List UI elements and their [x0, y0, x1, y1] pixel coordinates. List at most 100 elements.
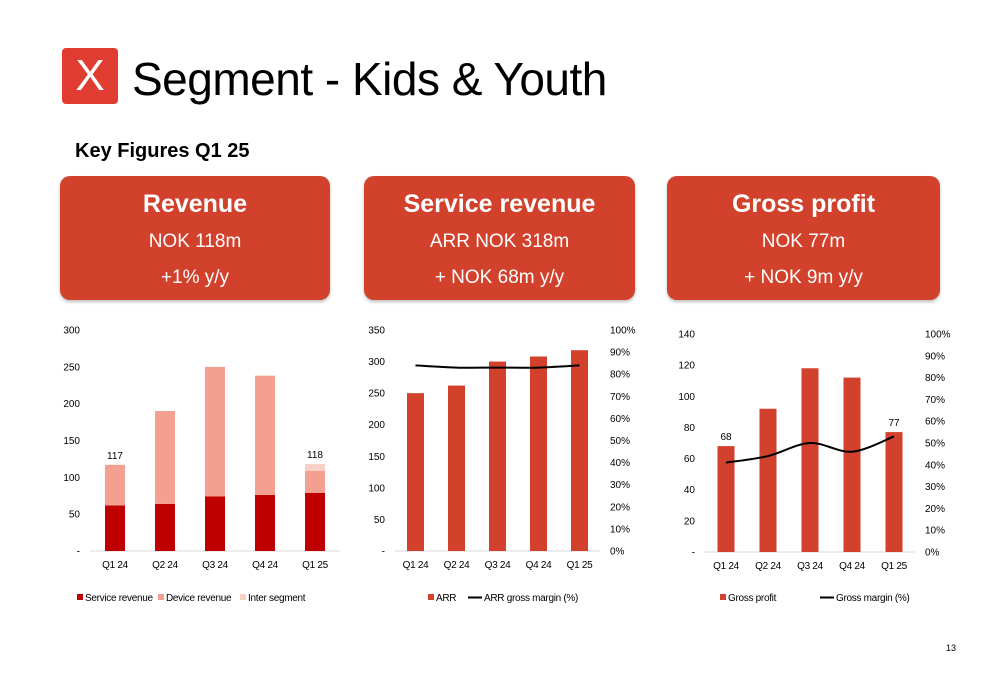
series-line [725, 435, 895, 464]
y-tick-label: 60 [684, 454, 696, 465]
card-heading: Revenue [142, 190, 248, 218]
y2-tick-label: 80% [925, 373, 945, 384]
x-tick-label: Q2 24 [755, 561, 781, 572]
y2-tick-label: 70% [925, 395, 945, 406]
y2-tick-label: 40% [610, 458, 630, 469]
x-tick-label: Q1 24 [403, 560, 429, 571]
y-tick-label: 150 [63, 436, 80, 447]
card-change: + NOK 9m y/y [744, 267, 863, 288]
y2-tick-label: 0% [925, 548, 940, 559]
data-label: 77 [888, 418, 900, 429]
y2-tick-label: 90% [610, 348, 630, 359]
card-heading: Gross profit [731, 190, 876, 218]
legend-label: Gross margin (%) [836, 593, 910, 604]
bar [571, 350, 588, 551]
revenue-chart: - 50 100 150 200 250 300 Q1 24 Q2 24 Q3 24 Q4 24 Q1… [63, 326, 340, 604]
y2-tick-label: 30% [610, 480, 630, 491]
x-tick-label: Q1 24 [102, 560, 128, 571]
legend-label: ARR gross margin (%) [484, 593, 578, 604]
bar [305, 492, 325, 551]
y2-tick-label: 60% [925, 417, 945, 428]
y-tick-label: 50 [374, 515, 386, 526]
card-value: ARR NOK 318m [429, 231, 570, 252]
y-tick-label: 100 [368, 483, 385, 494]
bar [801, 368, 819, 552]
legend-swatch [240, 594, 246, 600]
bar [105, 505, 125, 551]
page-subtitle: Key Figures Q1 25 [75, 140, 250, 162]
x-tick-label: Q2 24 [152, 560, 178, 571]
bar [255, 495, 275, 551]
x-tick-label: Q4 24 [839, 561, 865, 572]
y-tick-label: - [77, 547, 80, 558]
y2-tick-label: 20% [610, 502, 630, 513]
page-title: Segment - Kids & Youth [132, 53, 607, 105]
y2-tick-label: 100% [610, 326, 636, 337]
y-tick-label: 100 [63, 473, 80, 484]
x-tick-label: Q4 24 [252, 560, 278, 571]
data-label: 118 [307, 450, 323, 461]
bar [255, 375, 275, 496]
bar [305, 470, 325, 493]
y-tick-label: 150 [368, 452, 385, 463]
bar [885, 432, 903, 552]
series-line [415, 364, 580, 369]
y-tick-label: 50 [69, 510, 81, 521]
card-change: + NOK 68m y/y [434, 267, 565, 288]
y-tick-label: 80 [684, 423, 696, 434]
legend-label: ARR [436, 593, 456, 604]
bar [717, 446, 735, 552]
bar [155, 503, 175, 551]
y2-tick-label: 50% [925, 439, 945, 450]
y2-tick-label: 80% [610, 370, 630, 381]
legend-label: Service revenue [85, 593, 153, 604]
bar [530, 356, 547, 551]
bar [155, 411, 175, 504]
y-tick-label: - [692, 548, 695, 559]
legend-label: Gross profit [728, 593, 777, 604]
card-revenue: Revenue NOK 118m +1% y/y [60, 176, 330, 300]
x-tick-label: Q1 25 [567, 560, 593, 571]
bar [489, 361, 506, 551]
gross-profit-chart: - 20 40 60 80 100 120 140 0% 10% 20% 30% 40% 50% 60% 70… [678, 330, 951, 605]
service-revenue-chart: - 50 100 150 200 250 300 350 0% 10% 20% 30% 40% 50% 60… [368, 326, 636, 605]
legend-swatch [77, 594, 83, 600]
legend-label: Inter segment [248, 593, 306, 604]
legend-label: Device revenue [166, 593, 232, 604]
bar [759, 408, 777, 552]
y-tick-label: - [382, 547, 385, 558]
y-tick-label: 140 [678, 330, 695, 341]
y2-tick-label: 10% [610, 524, 630, 535]
card-heading: Service revenue [403, 190, 596, 218]
bar [205, 366, 225, 497]
y-tick-label: 20 [684, 516, 696, 527]
x-tick-label: Q1 25 [302, 560, 328, 571]
y2-tick-label: 20% [925, 504, 945, 515]
x-tick-label: Q2 24 [444, 560, 470, 571]
company-logo: X [62, 48, 118, 104]
x-tick-label: Q3 24 [797, 561, 823, 572]
y-tick-label: 200 [63, 399, 80, 410]
y2-tick-label: 50% [610, 436, 630, 447]
data-label: 68 [720, 432, 732, 443]
y2-tick-label: 60% [610, 414, 630, 425]
y2-tick-label: 0% [610, 547, 625, 558]
bar [205, 496, 225, 551]
y-tick-label: 300 [368, 357, 385, 368]
bar [407, 393, 424, 551]
x-tick-label: Q3 24 [202, 560, 228, 571]
y2-tick-label: 90% [925, 351, 945, 362]
bar [105, 464, 125, 506]
card-service-revenue: Service revenue ARR NOK 318m + NOK 68m y… [364, 176, 635, 300]
y2-tick-label: 100% [925, 330, 951, 341]
card-change: +1% y/y [160, 267, 230, 288]
y-tick-label: 250 [63, 362, 80, 373]
y2-tick-label: 70% [610, 392, 630, 403]
legend-swatch [158, 594, 164, 600]
x-tick-label: Q4 24 [526, 560, 552, 571]
y-tick-label: 120 [678, 361, 695, 372]
y2-tick-label: 30% [925, 482, 945, 493]
y-tick-label: 350 [368, 326, 385, 337]
y-tick-label: 100 [678, 392, 695, 403]
bar [305, 464, 325, 471]
